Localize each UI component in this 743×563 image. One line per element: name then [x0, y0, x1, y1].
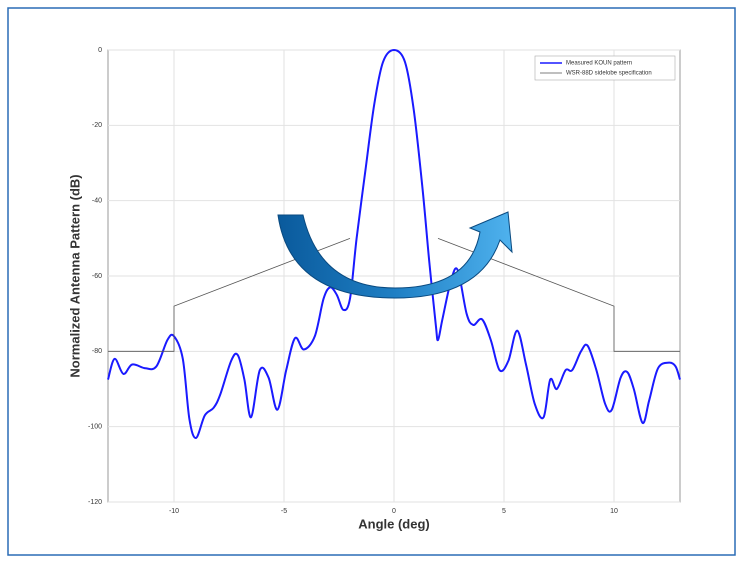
y-axis-label: Normalized Antenna Pattern (dB): [67, 174, 82, 377]
y-tick-label: -20: [92, 122, 102, 129]
x-tick-label: -5: [281, 508, 287, 515]
x-tick-label: 10: [610, 508, 618, 515]
y-tick-label: -60: [92, 273, 102, 280]
x-tick-label: -10: [169, 508, 179, 515]
x-tick-label: 5: [502, 508, 506, 515]
legend-label: WSR-88D sidelobe specification: [566, 71, 652, 77]
y-tick-label: -40: [92, 198, 102, 205]
legend-label: Measured KOUN pattern: [566, 61, 632, 67]
y-tick-label: 0: [98, 47, 102, 54]
y-tick-label: -120: [88, 499, 102, 506]
x-axis-label: Angle (deg): [358, 516, 430, 531]
y-tick-label: -100: [88, 424, 102, 431]
x-tick-label: 0: [392, 508, 396, 515]
page: -10 -5 0 5 10 0 -20 -40 -60 -80 -100 -120 Measured …: [0, 0, 743, 563]
y-tick-label: -80: [92, 348, 102, 355]
